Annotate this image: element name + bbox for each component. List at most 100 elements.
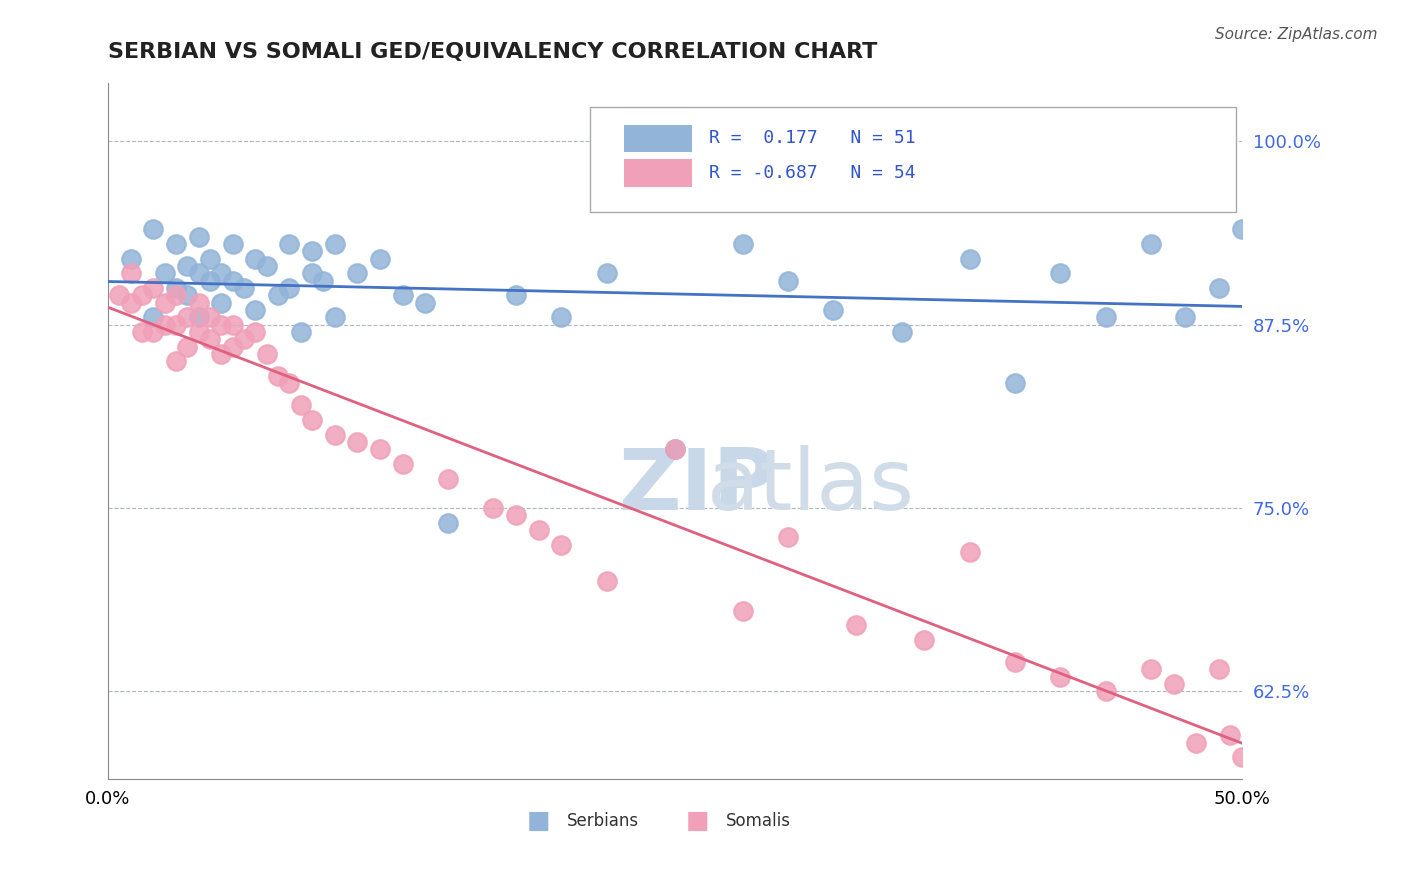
Point: [278, 376, 301, 391]
Point: [301, 266, 323, 280]
Point: [198, 252, 221, 266]
Point: [1049, 669, 1071, 683]
Point: [1004, 376, 1026, 391]
Point: [323, 427, 346, 442]
Point: [267, 288, 290, 302]
Point: [187, 266, 209, 280]
Point: [245, 252, 267, 266]
Point: [415, 295, 437, 310]
Point: [198, 310, 221, 325]
Point: [550, 538, 572, 552]
Point: [131, 325, 153, 339]
Point: [198, 332, 221, 346]
Point: [437, 516, 460, 530]
Point: [596, 266, 619, 280]
Point: [550, 310, 572, 325]
Point: [165, 281, 187, 295]
Point: [1163, 677, 1185, 691]
Point: [165, 354, 187, 368]
Point: [278, 237, 301, 252]
Point: [267, 369, 290, 384]
Text: ZIP: ZIP: [619, 445, 776, 528]
Point: [142, 222, 165, 236]
Point: [1230, 222, 1253, 236]
Point: [221, 340, 243, 354]
Point: [1219, 728, 1241, 742]
Point: [165, 237, 187, 252]
Point: [245, 325, 267, 339]
Point: [1208, 662, 1230, 676]
Point: [731, 604, 754, 618]
Point: [912, 632, 935, 647]
Point: [120, 252, 142, 266]
Point: [176, 310, 198, 325]
Text: Source: ZipAtlas.com: Source: ZipAtlas.com: [1215, 27, 1378, 42]
Point: [165, 288, 187, 302]
Point: [290, 325, 312, 339]
Text: atlas: atlas: [707, 445, 915, 528]
Point: [391, 288, 413, 302]
Point: [301, 413, 323, 427]
Point: [153, 318, 176, 332]
Point: [153, 295, 176, 310]
Text: Somalis: Somalis: [725, 812, 790, 830]
Point: [165, 318, 187, 332]
Point: [142, 281, 165, 295]
Point: [176, 259, 198, 273]
Point: [778, 274, 800, 288]
Point: [845, 618, 868, 632]
Point: [1004, 655, 1026, 669]
Point: [221, 274, 243, 288]
Point: [527, 523, 550, 537]
FancyBboxPatch shape: [589, 107, 1236, 211]
Point: [437, 472, 460, 486]
Point: [505, 288, 527, 302]
Text: ■: ■: [527, 809, 551, 833]
Point: [346, 434, 368, 449]
Point: [1094, 684, 1116, 698]
Text: R = -0.687   N = 54: R = -0.687 N = 54: [709, 164, 915, 182]
Point: [209, 347, 232, 361]
Point: [391, 457, 413, 471]
Point: [256, 259, 278, 273]
Point: [482, 500, 505, 515]
Point: [731, 237, 754, 252]
Point: [176, 340, 198, 354]
Text: R =  0.177   N = 51: R = 0.177 N = 51: [709, 129, 915, 147]
Point: [187, 229, 209, 244]
Point: [153, 266, 176, 280]
FancyBboxPatch shape: [624, 125, 692, 153]
Point: [176, 288, 198, 302]
Point: [1094, 310, 1116, 325]
Point: [209, 295, 232, 310]
Point: [1185, 735, 1208, 749]
Point: [959, 252, 981, 266]
Point: [1208, 281, 1230, 295]
Point: [1174, 310, 1197, 325]
Point: [664, 442, 686, 457]
Point: [778, 530, 800, 544]
Point: [1049, 266, 1071, 280]
Point: [187, 310, 209, 325]
Point: [221, 318, 243, 332]
Point: [233, 281, 256, 295]
Point: [1140, 662, 1163, 676]
Point: [108, 288, 131, 302]
Point: [209, 318, 232, 332]
Point: [221, 237, 243, 252]
Point: [959, 545, 981, 559]
Point: [890, 325, 912, 339]
Point: [596, 574, 619, 589]
Point: [209, 266, 232, 280]
Point: [301, 244, 323, 259]
Point: [1140, 237, 1163, 252]
Point: [142, 325, 165, 339]
Point: [187, 325, 209, 339]
Point: [312, 274, 335, 288]
Point: [120, 295, 142, 310]
Point: [142, 310, 165, 325]
Point: [245, 303, 267, 318]
Point: [1230, 750, 1253, 764]
Point: [198, 274, 221, 288]
Point: [664, 442, 686, 457]
